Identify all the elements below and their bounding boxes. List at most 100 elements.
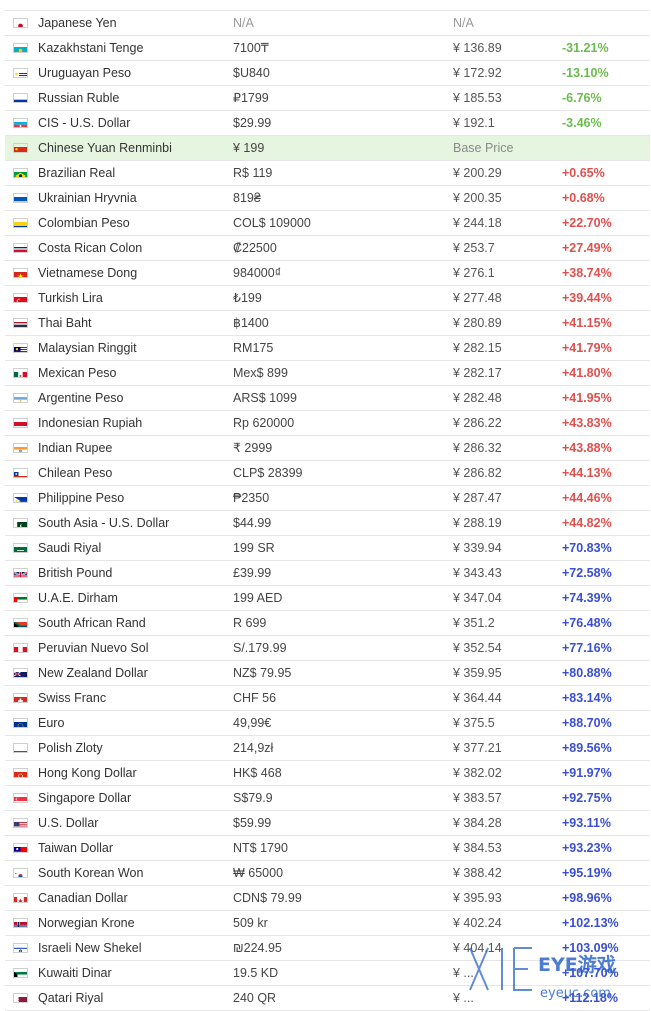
price-difference: +89.56% [562,741,612,755]
price-difference: +92.75% [562,791,612,805]
table-row: Philippine Peso ₱2350 ¥ 287.47 +44.46% [5,486,650,511]
local-price: 199 AED [233,591,283,605]
price-difference: +76.48% [562,616,612,630]
cny-price: ¥ 352.54 [453,641,502,655]
flag-vn-icon [13,268,28,278]
flag-us-icon [13,818,28,828]
local-price: ¥ 199 [233,141,265,155]
price-difference: +70.83% [562,541,612,555]
price-difference: +95.19% [562,866,612,880]
flag-cn-icon [13,143,28,153]
cny-price: ¥ 382.02 [453,766,502,780]
cny-price: ¥ 351.2 [453,616,495,630]
cny-price: ¥ 395.93 [453,891,502,905]
cny-price: ¥ 364.44 [453,691,502,705]
table-row: Peruvian Nuevo Sol S/.179.99 ¥ 352.54 +77.1… [5,636,650,661]
local-price: ₡22500 [233,241,277,255]
table-row: Thai Baht ฿1400 ¥ 280.89 +41.15% [5,311,650,336]
flag-co-icon [13,218,28,228]
local-price: ₺199 [233,291,262,305]
currency-name: Colombian Peso [38,216,130,230]
flag-kr-icon [13,868,28,878]
price-difference: +41.80% [562,366,612,380]
table-row: Kazakhstani Tenge 7100₸ ¥ 136.89 -31.21% [5,36,650,61]
cny-price: ¥ 244.18 [453,216,502,230]
currency-name: Peruvian Nuevo Sol [38,641,149,655]
table-row: Costa Rican Colon ₡22500 ¥ 253.7 +27.49% [5,236,650,261]
price-difference: +39.44% [562,291,612,305]
cny-price: ¥ 343.43 [453,566,502,580]
currency-name: Russian Ruble [38,91,120,105]
cny-price: ¥ 402.24 [453,916,502,930]
cny-price: ¥ 282.15 [453,341,502,355]
table-row: South African Rand R 699 ¥ 351.2 +76.48% [5,611,650,636]
currency-name: U.S. Dollar [38,816,99,830]
cny-price: ¥ 286.32 [453,441,502,455]
local-price: ₪224.95 [233,941,282,955]
local-price: HK$ 468 [233,766,282,780]
cny-price: ¥ 185.53 [453,91,502,105]
local-price: 984000₫ [233,266,282,280]
flag-pl-icon [13,743,28,753]
flag-th-icon [13,318,28,328]
price-difference: -31.21% [562,41,609,55]
price-difference: -6.76% [562,91,602,105]
table-row: U.S. Dollar $59.99 ¥ 384.28 +93.11% [5,811,650,836]
cny-price: ¥ 375.5 [453,716,495,730]
cny-price: ¥ 192.1 [453,116,495,130]
local-price: ₹ 2999 [233,441,273,455]
table-row: British Pound £39.99 ¥ 343.43 +72.58% [5,561,650,586]
currency-name: Thai Baht [38,316,92,330]
price-difference: +41.79% [562,341,612,355]
flag-pe-icon [13,643,28,653]
local-price: Mex$ 899 [233,366,288,380]
table-row: Taiwan Dollar NT$ 1790 ¥ 384.53 +93.23% [5,836,650,861]
cny-price: ¥ 384.28 [453,816,502,830]
cny-price: ¥ 287.47 [453,491,502,505]
local-price: $U840 [233,66,270,80]
price-difference: +41.15% [562,316,612,330]
price-difference: +91.97% [562,766,612,780]
table-row: Mexican Peso Mex$ 899 ¥ 282.17 +41.80% [5,361,650,386]
cny-price: ¥ 383.57 [453,791,502,805]
local-price: CHF 56 [233,691,277,705]
currency-name: Mexican Peso [38,366,117,380]
table-row: Canadian Dollar CDN$ 79.99 ¥ 395.93 +98.96% [5,886,650,911]
table-row: Chinese Yuan Renminbi ¥ 199 Base Price [5,136,650,161]
table-row: Qatari Riyal 240 QR ¥ ... +112.18% [5,986,650,1011]
price-difference: +102.13% [562,916,619,930]
flag-ch-icon [13,693,28,703]
table-row: Japanese Yen N/A N/A [5,11,650,36]
local-price: £39.99 [233,566,272,580]
table-row: Argentine Peso ARS$ 1099 ¥ 282.48 +41.95% [5,386,650,411]
flag-my-icon [13,343,28,353]
flag-jp-icon [13,18,28,28]
table-row: Hong Kong Dollar HK$ 468 ¥ 382.02 +91.97% [5,761,650,786]
local-price: 199 SR [233,541,275,555]
local-price: 19.5 KD [233,966,279,980]
cny-price: ¥ 384.53 [453,841,502,855]
local-price: $59.99 [233,816,272,830]
flag-ar-icon [13,393,28,403]
flag-tr-icon [13,293,28,303]
price-difference: +83.14% [562,691,612,705]
table-row: Singapore Dollar S$79.9 ¥ 383.57 +92.75% [5,786,650,811]
currency-name: Euro [38,716,65,730]
table-row: CIS - U.S. Dollar $29.99 ¥ 192.1 -3.46% [5,111,650,136]
flag-hk-icon [13,768,28,778]
table-row: Kuwaiti Dinar 19.5 KD ¥ ... +107.70% [5,961,650,986]
price-difference: +41.95% [562,391,612,405]
currency-name: Singapore Dollar [38,791,132,805]
currency-name: Canadian Dollar [38,891,128,905]
table-row: Israeli New Shekel ₪224.95 ¥ 404.14 +103.09… [5,936,650,961]
flag-eu-icon [13,718,28,728]
cny-price: ¥ 282.17 [453,366,502,380]
local-price: COL$ 109000 [233,216,311,230]
cny-price: ¥ 253.7 [453,241,495,255]
table-row: Indonesian Rupiah Rp 620000 ¥ 286.22 +43.83… [5,411,650,436]
currency-name: Polish Zloty [38,741,103,755]
flag-no-icon [13,918,28,928]
local-price: ARS$ 1099 [233,391,297,405]
price-difference: +112.18% [562,991,618,1005]
flag-ru-icon [13,93,28,103]
